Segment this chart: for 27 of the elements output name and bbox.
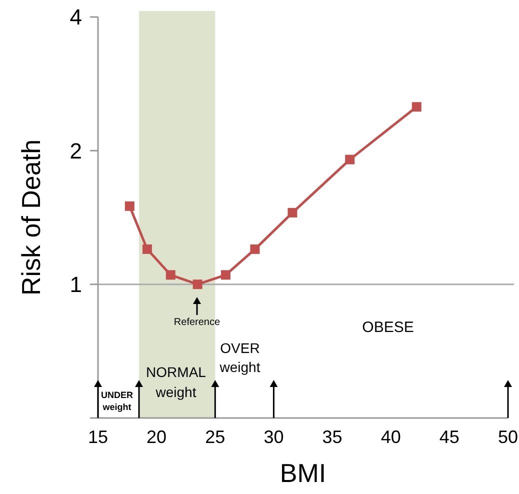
annotation: Reference (174, 317, 221, 328)
x-axis-title: BMI (280, 458, 326, 488)
annotation: OVER weight (218, 340, 260, 375)
annotation: UNDER weight (100, 390, 134, 412)
point (345, 154, 355, 164)
annotation: NORMAL weight (146, 364, 206, 400)
x-tick-label: 50 (498, 427, 518, 447)
point (288, 208, 298, 218)
point (250, 244, 260, 254)
y-tick-label: 2 (70, 138, 82, 164)
x-tick-label: 45 (439, 427, 460, 447)
point (166, 270, 176, 280)
x-tick-label: 40 (380, 427, 401, 447)
point (124, 201, 134, 211)
y-axis-title: Risk of Death (16, 139, 46, 296)
annotation: OBESE (362, 319, 414, 336)
point (192, 280, 202, 290)
point (142, 244, 152, 254)
x-tick-label: 15 (88, 427, 108, 447)
x-tick-label: 30 (264, 427, 284, 447)
x-tick-label: 25 (205, 427, 226, 447)
point (412, 102, 422, 112)
x-tick-label: 35 (322, 427, 342, 447)
y-tick-label: 1 (70, 272, 82, 298)
point (220, 270, 230, 280)
x-tick-label: 20 (146, 427, 167, 447)
y-tick-label: 4 (70, 4, 82, 30)
